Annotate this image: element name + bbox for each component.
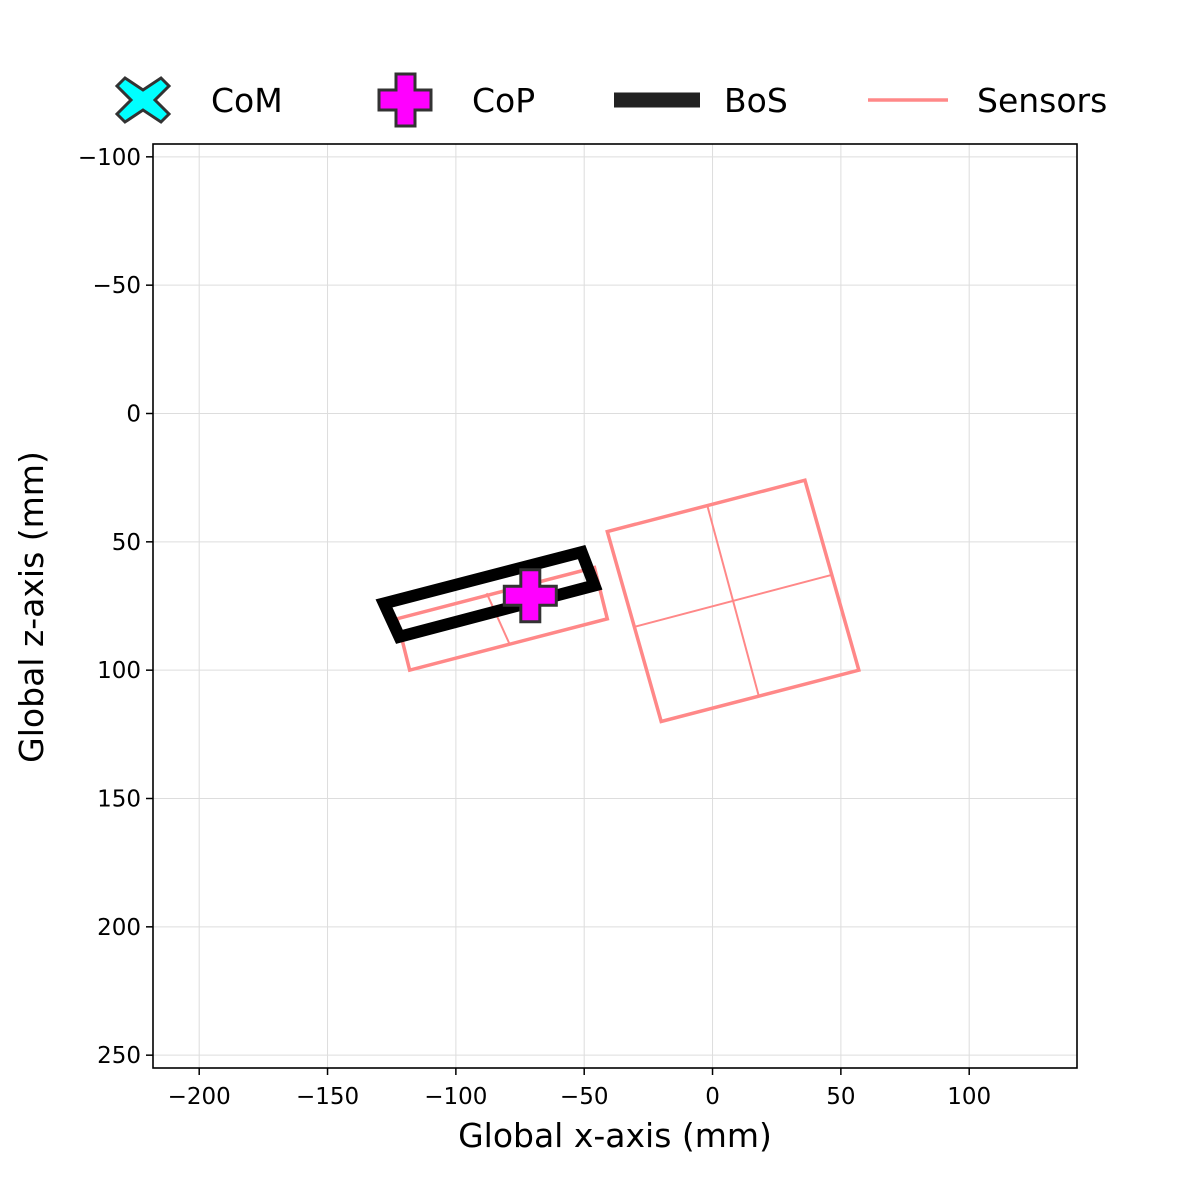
bos-outline — [375, 544, 603, 644]
x-tick-label: −200 — [168, 1084, 231, 1110]
y-axis-ticks: −100 −50 0 50 100 150 200 250 — [78, 145, 153, 1069]
x-tick-label: −150 — [296, 1084, 359, 1110]
legend-label-com: CoM — [211, 81, 283, 120]
sensors-layer — [394, 478, 862, 724]
y-axis-title: Global z-axis (mm) — [12, 451, 51, 763]
x-tick-label: −50 — [560, 1084, 609, 1110]
sensor-divider — [635, 574, 831, 628]
y-tick-label: 100 — [97, 658, 141, 684]
legend-label-cop: CoP — [472, 81, 535, 120]
y-tick-label: 150 — [97, 787, 141, 813]
y-tick-label: −50 — [92, 273, 141, 299]
x-tick-label: 100 — [947, 1084, 991, 1110]
cop-marker — [502, 568, 558, 624]
y-tick-label: 250 — [97, 1043, 141, 1069]
legend-item-com: CoM — [114, 76, 283, 124]
sensor-divider — [485, 592, 511, 645]
cop-layer — [502, 568, 558, 624]
y-tick-label: −100 — [78, 145, 141, 171]
plus-marker-icon — [377, 72, 433, 128]
grid — [153, 144, 1077, 1068]
x-tick-label: 0 — [705, 1084, 720, 1110]
x-marker-icon — [114, 76, 172, 124]
x-tick-label: −100 — [424, 1084, 487, 1110]
x-tick-label: 50 — [826, 1084, 855, 1110]
bos-layer — [375, 544, 603, 644]
legend-label-bos: BoS — [724, 81, 788, 120]
legend: CoM CoP BoS Sensors — [114, 72, 1107, 128]
y-tick-label: 50 — [112, 530, 141, 556]
y-tick-label: 200 — [97, 915, 141, 941]
sensor-outline-1 — [394, 565, 610, 673]
y-tick-label: 0 — [126, 402, 141, 428]
x-axis-ticks: −200 −150 −100 −50 0 50 100 — [168, 1068, 991, 1110]
plot-frame — [152, 143, 1078, 1069]
legend-item-sensors: Sensors — [868, 81, 1107, 120]
x-axis-title: Global x-axis (mm) — [458, 1116, 772, 1155]
legend-label-sensors: Sensors — [977, 81, 1107, 120]
legend-item-cop: CoP — [377, 72, 535, 128]
sensor-outline-2 — [605, 478, 862, 724]
legend-item-bos: BoS — [614, 81, 788, 120]
